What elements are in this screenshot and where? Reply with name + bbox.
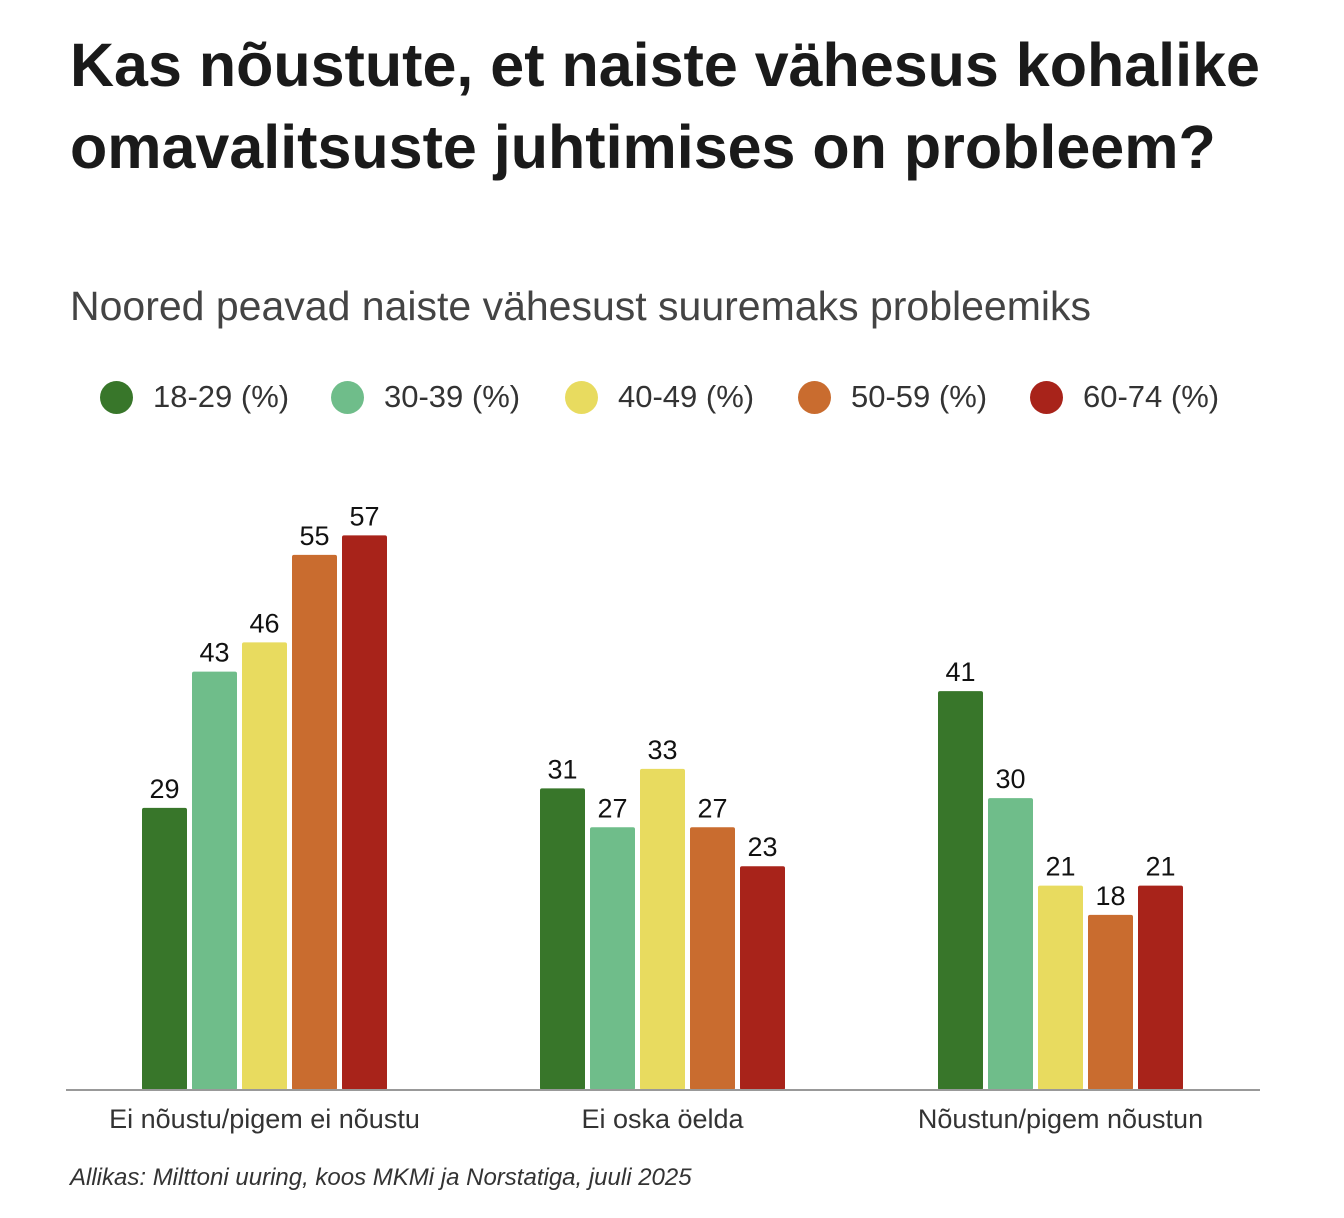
legend-label-50-59: 50-59 (%) — [851, 379, 988, 414]
bar-3-5 — [1138, 885, 1183, 1090]
source-note: Allikas: Milttoni uuring, koos MKMi ja N… — [70, 1164, 692, 1191]
legend-item-40-49: 40-49 (%) — [565, 374, 754, 420]
data-label-2-1: 31 — [547, 754, 577, 784]
data-label-2-4: 27 — [697, 793, 727, 823]
bar-3-1 — [938, 691, 983, 1090]
legend-swatch-50-59 — [798, 380, 831, 414]
data-label-3-2: 30 — [995, 764, 1025, 794]
data-label-1-4: 55 — [299, 521, 329, 551]
data-label-2-2: 27 — [597, 793, 627, 823]
bar-3-3 — [1038, 885, 1083, 1090]
bar-2-1 — [540, 788, 585, 1090]
legend-swatch-30-39 — [331, 380, 364, 414]
legend-item-60-74: 60-74 (%) — [1030, 374, 1219, 420]
legend-swatch-18-29 — [100, 380, 133, 414]
category-label-1: Ei nõustu/pigem ei nõustu — [109, 1104, 420, 1134]
bar-1-1 — [142, 807, 187, 1090]
legend-item-30-39: 30-39 (%) — [331, 374, 520, 420]
bar-2-3 — [640, 768, 685, 1090]
chart-subtitle: Noored peavad naiste vähesust suuremaks … — [70, 283, 1091, 329]
data-label-3-1: 41 — [945, 657, 975, 687]
bar-1-3 — [242, 642, 287, 1090]
category-label-3: Nõustun/pigem nõustun — [918, 1104, 1203, 1134]
legend-label-40-49: 40-49 (%) — [618, 379, 755, 414]
legend: 18-29 (%) 30-39 (%) 40-49 (%) 50-59 (%) … — [0, 374, 1344, 420]
data-label-3-4: 18 — [1095, 881, 1125, 911]
legend-item-50-59: 50-59 (%) — [798, 374, 987, 420]
data-label-1-5: 57 — [349, 501, 379, 531]
bar-3-2 — [988, 798, 1033, 1090]
data-label-3-5: 21 — [1145, 852, 1175, 882]
bar-1-5 — [342, 535, 387, 1090]
bar-2-2 — [590, 827, 635, 1090]
bar-2-4 — [690, 827, 735, 1090]
legend-label-60-74: 60-74 (%) — [1083, 379, 1220, 414]
data-label-1-3: 46 — [249, 608, 279, 638]
category-label-2: Ei oska öelda — [581, 1104, 744, 1134]
bar-1-2 — [192, 671, 237, 1090]
chart-title: Kas nõustute, et naiste vähesus kohalike… — [70, 31, 1260, 181]
data-label-1-2: 43 — [199, 638, 229, 668]
bar-3-4 — [1088, 914, 1133, 1090]
legend-swatch-40-49 — [565, 380, 598, 414]
bar-2-5 — [740, 866, 785, 1090]
legend-label-18-29: 18-29 (%) — [153, 379, 290, 414]
legend-item-18-29: 18-29 (%) — [100, 374, 289, 420]
bar-1-4 — [292, 554, 337, 1090]
legend-label-30-39: 30-39 (%) — [384, 379, 521, 414]
data-label-1-1: 29 — [149, 774, 179, 804]
bar-chart: 29 43 46 55 57 Ei nõustu/pigem ei nõustu 31 27 3… — [66, 501, 1260, 1134]
legend-swatch-60-74 — [1030, 380, 1063, 414]
data-label-3-3: 21 — [1045, 852, 1075, 882]
data-label-2-3: 33 — [647, 735, 677, 765]
data-label-2-5: 23 — [747, 832, 777, 862]
